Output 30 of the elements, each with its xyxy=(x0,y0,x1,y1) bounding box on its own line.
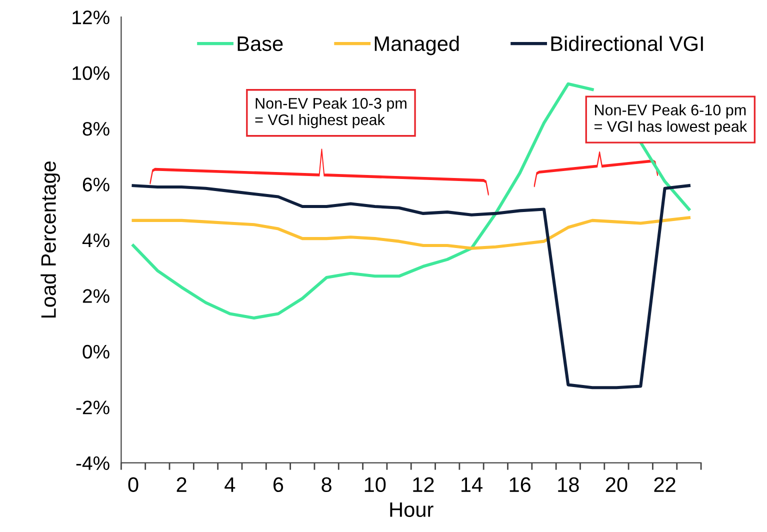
y-axis-title: Load Percentage xyxy=(40,162,60,318)
x-axis-title: Hour xyxy=(390,502,434,518)
annotation: Non-EV Peak 10-3 pm = VGI highest peak xyxy=(255,98,406,128)
x-tick-label: 20 xyxy=(606,477,628,492)
y-tick-label: 0% xyxy=(82,344,110,359)
legend-label: Base xyxy=(238,36,283,52)
annotation: Non-EV Peak 6-10 pm = VGI has lowest peak xyxy=(594,104,748,135)
line-series xyxy=(132,216,690,250)
x-tick-label: 16 xyxy=(510,477,531,492)
y-tick-label: 4% xyxy=(82,233,110,248)
y-tick-label: 8% xyxy=(82,122,110,136)
x-tick-label: 8 xyxy=(322,477,332,492)
y-tick-label: 12% xyxy=(72,10,110,24)
y-tick-label: -2% xyxy=(76,400,110,414)
x-tick-label: 10 xyxy=(364,477,386,492)
x-tick-label: 12 xyxy=(413,477,434,492)
line-series xyxy=(132,184,690,390)
legend-label: Bidirectional VGI xyxy=(551,36,703,52)
y-tick-label: 10% xyxy=(72,66,110,80)
x-tick-label: 6 xyxy=(273,477,284,492)
x-tick-label: 0 xyxy=(128,477,138,492)
x-tick-label: 4 xyxy=(224,477,236,492)
y-tick-label: 2% xyxy=(82,289,110,303)
x-tick-label: 22 xyxy=(654,477,676,492)
y-tick-label: 6% xyxy=(82,178,110,192)
x-tick-label: 2 xyxy=(176,477,186,492)
y-tick-label: -4% xyxy=(76,456,110,470)
x-tick-label: 14 xyxy=(462,477,482,492)
x-tick-label: 18 xyxy=(558,477,579,492)
legend-label: Managed xyxy=(374,36,459,56)
